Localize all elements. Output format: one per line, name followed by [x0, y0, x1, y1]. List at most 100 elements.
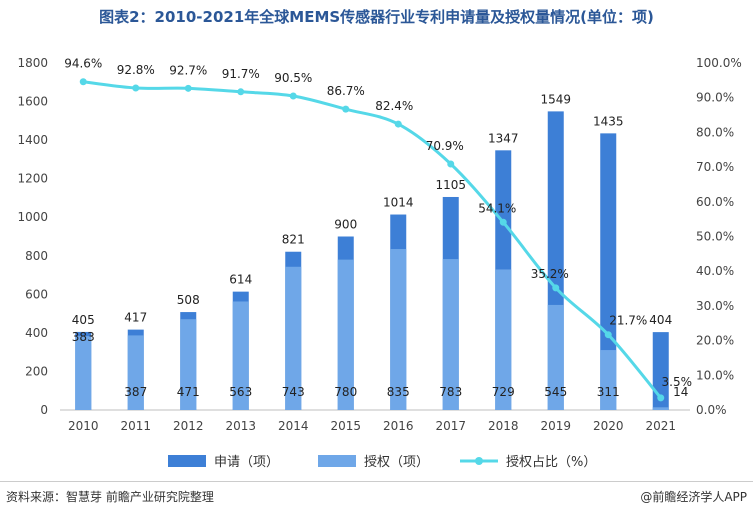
label-grant-ratio: 94.6%: [64, 57, 102, 71]
y-left-tick-label: 1600: [17, 95, 48, 109]
x-tick-label: 2017: [435, 419, 466, 433]
grant-ratio-point: [552, 284, 560, 292]
grant-ratio-point: [237, 88, 245, 96]
legend-swatch-grant: [318, 455, 356, 467]
y-left-tick-label: 1200: [17, 172, 48, 186]
y-right-tick-label: 80.0%: [696, 125, 734, 139]
grant-ratio-line: [83, 80, 662, 399]
label-application: 900: [334, 218, 357, 232]
label-grant: 471: [177, 385, 200, 399]
x-tick-label: 2010: [68, 419, 99, 433]
label-grant-ratio: 82.4%: [375, 99, 413, 113]
y-right-tick-label: 60.0%: [696, 195, 734, 209]
chart-title: 图表2：2010-2021年全球MEMS传感器行业专利申请量及授权量情况(单位：…: [99, 8, 654, 26]
x-tick-label: 2018: [488, 419, 519, 433]
label-application: 614: [229, 273, 252, 287]
label-grant: 729: [492, 385, 515, 399]
legend-label-ratio: 授权占比（%）: [506, 454, 596, 470]
label-application: 1549: [540, 92, 571, 106]
label-grant: 14: [673, 385, 688, 399]
y-right-tick-label: 40.0%: [696, 264, 734, 278]
y-left-tick-label: 600: [25, 287, 48, 301]
label-application: 821: [282, 233, 305, 247]
y-right-tick-label: 70.0%: [696, 160, 734, 174]
label-application: 404: [649, 313, 672, 327]
x-tick-label: 2011: [120, 419, 151, 433]
x-tick-label: 2016: [383, 419, 414, 433]
label-grant-ratio: 90.5%: [274, 71, 312, 85]
bar-grant: [75, 336, 92, 410]
label-grant: 783: [439, 385, 462, 399]
grant-ratio-point: [79, 78, 87, 86]
y-left-tick-label: 0: [40, 403, 48, 417]
grant-ratio-point: [394, 120, 402, 128]
y-left-tick-label: 1800: [17, 56, 48, 70]
label-application: 405: [72, 313, 95, 327]
y-right-tick-label: 90.0%: [696, 91, 734, 105]
y-right-tick-label: 0.0%: [696, 403, 727, 417]
x-tick-label: 2014: [278, 419, 309, 433]
label-grant-ratio: 54.1%: [478, 201, 516, 215]
y-left-tick-label: 200: [25, 364, 48, 378]
label-grant-ratio: 91.7%: [222, 67, 260, 81]
label-grant-ratio: 35.2%: [531, 267, 569, 281]
y-left-tick-label: 1400: [17, 133, 48, 147]
y-right-tick-label: 10.0%: [696, 368, 734, 382]
label-grant: 780: [334, 385, 357, 399]
label-grant-ratio: 70.9%: [426, 139, 464, 153]
label-grant: 743: [282, 385, 305, 399]
bar-grant: [390, 249, 407, 410]
label-grant: 545: [544, 385, 567, 399]
label-application: 1014: [383, 196, 414, 210]
legend-swatch-application: [168, 455, 206, 467]
label-grant: 387: [124, 385, 147, 399]
grant-ratio-point: [604, 331, 612, 339]
label-application: 508: [177, 293, 200, 307]
grant-ratio-point: [499, 218, 507, 226]
y-left-tick-label: 400: [25, 326, 48, 340]
bar-grant: [285, 266, 302, 410]
y-right-tick-label: 20.0%: [696, 334, 734, 348]
label-grant: 835: [387, 385, 410, 399]
bar-grant: [180, 319, 197, 410]
brand-note: @前瞻经济学人APP: [640, 490, 747, 504]
x-tick-label: 2021: [645, 419, 676, 433]
y-right-tick-label: 50.0%: [696, 230, 734, 244]
label-application: 1347: [488, 131, 519, 145]
bar-grant: [337, 259, 354, 410]
label-grant: 383: [72, 330, 95, 344]
grant-ratio-point: [657, 394, 665, 402]
label-grant-ratio: 92.7%: [169, 63, 207, 77]
x-tick-label: 2013: [225, 419, 256, 433]
source-note: 资料来源：智慧芽 前瞻产业研究院整理: [6, 490, 214, 504]
legend-swatch-ratio-dot: [475, 457, 483, 465]
bar-grant: [652, 407, 669, 410]
bar-grant: [442, 259, 459, 410]
label-grant-ratio: 21.7%: [609, 314, 647, 328]
label-application: 1105: [435, 178, 466, 192]
label-grant-ratio: 86.7%: [327, 84, 365, 98]
grant-ratio-point: [184, 84, 192, 92]
y-left-tick-label: 800: [25, 249, 48, 263]
label-grant: 311: [597, 385, 620, 399]
label-grant-ratio: 3.5%: [662, 375, 693, 389]
label-grant-ratio: 92.8%: [117, 63, 155, 77]
x-tick-label: 2020: [593, 419, 624, 433]
label-application: 1435: [593, 114, 624, 128]
legend-label-grant: 授权（项）: [364, 454, 429, 470]
bar-grant: [232, 301, 249, 410]
x-tick-label: 2012: [173, 419, 204, 433]
y-left-tick-label: 1000: [17, 210, 48, 224]
grant-ratio-point: [342, 105, 350, 113]
y-right-tick-label: 100.0%: [696, 56, 742, 70]
bar-grant: [495, 269, 512, 410]
label-application: 417: [124, 311, 147, 325]
bar-grant: [127, 335, 144, 410]
grant-ratio-point: [447, 160, 455, 168]
bar-grant: [547, 304, 564, 410]
label-grant: 563: [229, 385, 252, 399]
legend-label-application: 申请（项）: [214, 455, 279, 470]
grant-ratio-point: [132, 84, 140, 92]
